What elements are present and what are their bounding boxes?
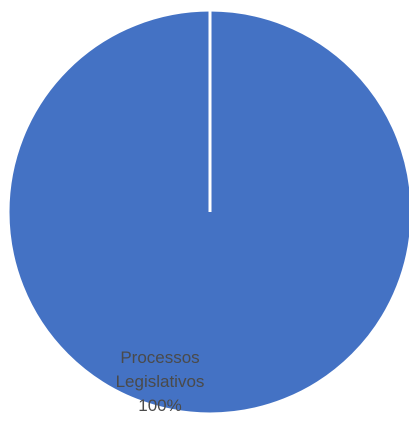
slice-category-label: Legislativos [116, 372, 205, 391]
slice-value-label: 100% [138, 396, 181, 415]
slice-category-label: Processos [120, 348, 199, 367]
slice-data-label: Processos Legislativos 100% [116, 348, 205, 415]
data-labels: Processos Legislativos 100% [116, 348, 205, 415]
